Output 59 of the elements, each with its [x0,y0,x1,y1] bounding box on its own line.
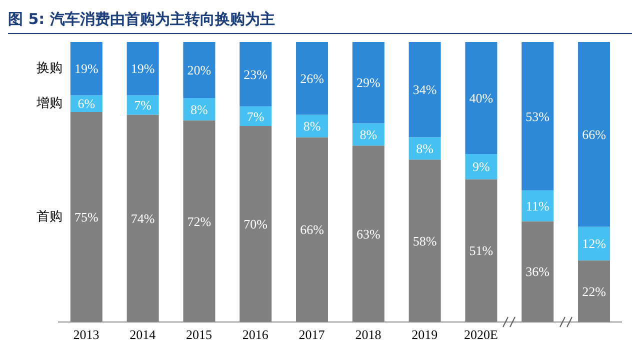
bar [183,98,216,120]
bar [522,42,554,190]
bar [578,226,610,260]
x-tick-label: 2017 [298,327,326,342]
series-label: 增购 [35,96,62,112]
bar [465,42,498,154]
data-label: 66% [582,127,606,142]
data-label: 70% [244,216,268,232]
data-label: 12% [582,236,606,252]
bar [126,95,159,115]
data-label: 7% [134,98,152,113]
bar [240,42,272,106]
data-label: 34% [412,82,437,98]
x-tick-label: 2015 [186,327,212,342]
data-label: 75% [74,210,98,225]
series-label: 首购 [36,210,62,224]
bar [183,42,216,98]
data-label: 20% [187,62,212,78]
data-label: 7% [246,108,264,124]
data-label: 11% [526,198,550,214]
data-label: 74% [130,211,155,226]
bar [578,42,610,227]
data-label: 9% [472,159,490,174]
bar [465,154,498,180]
bar [296,42,328,115]
series-label: 换购 [36,61,62,76]
x-tick-label: 2014 [130,327,156,342]
bar [240,106,272,126]
data-label: 36% [526,264,550,280]
data-label: 40% [469,90,494,106]
x-tick-label: 2018 [355,327,382,342]
x-tick-label: 2019 [412,327,438,342]
data-label: 23% [244,66,268,82]
data-label: 26% [300,71,324,86]
bar [126,42,159,96]
x-tick-label: 2020E [464,327,498,342]
data-label: 8% [360,127,378,142]
data-label: 19% [74,61,98,76]
data-label: 22% [582,284,606,299]
bar [522,190,554,222]
x-tick-label: 2016 [242,327,269,342]
bar [408,137,441,160]
data-label: 53% [526,108,550,124]
bar [352,42,384,124]
data-label: 29% [356,75,380,90]
data-label: 66% [300,222,324,238]
data-label: 6% [78,96,96,112]
bar [70,42,102,96]
data-label: 8% [190,102,208,117]
data-label: 63% [356,226,380,242]
data-label: 8% [303,118,321,134]
data-label: 58% [412,233,437,248]
data-label: 19% [130,61,155,76]
chart-title: 图 5: 汽车消费由首购为主转向换购为主 [8,10,632,34]
data-label: 8% [416,141,434,156]
bar [408,42,441,138]
data-label: 51% [469,243,494,258]
x-tick-label: 2013 [73,327,100,342]
data-label: 72% [187,214,212,229]
